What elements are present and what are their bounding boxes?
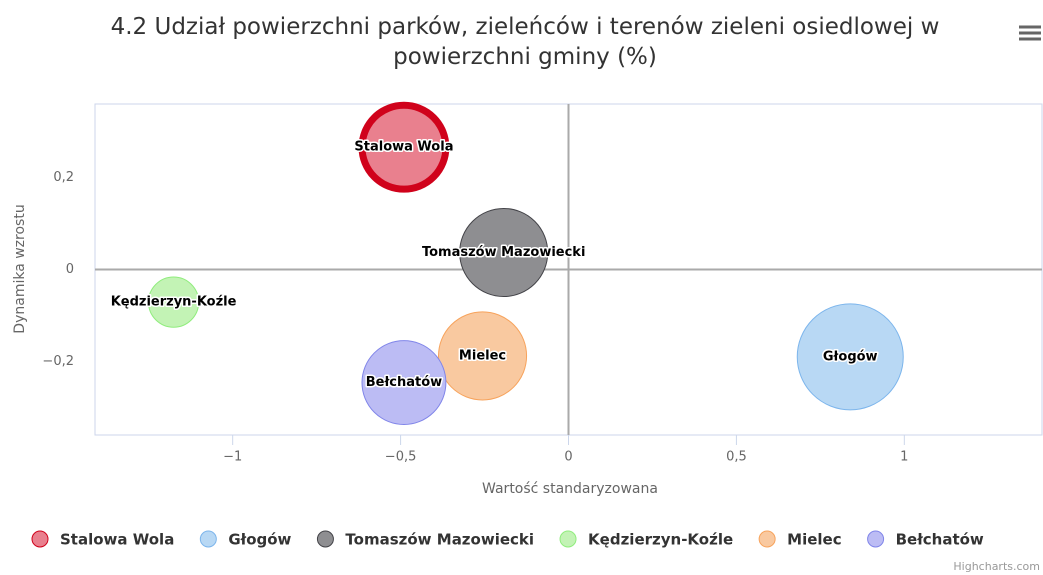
bubble [437, 311, 528, 401]
x-tick-label: 0 [564, 450, 572, 465]
legend-label: Kędzierzyn-Koźle [588, 531, 733, 549]
data-label: Bełchatów [366, 375, 442, 390]
legend-symbol [316, 530, 334, 548]
bubble [361, 340, 447, 426]
x-tick-label: −0,5 [385, 450, 417, 465]
menu-icon[interactable] [1019, 25, 1041, 41]
bubble [147, 276, 200, 328]
bubble [796, 303, 904, 411]
legend-label: Mielec [787, 531, 841, 549]
y-tick-label: −0,2 [42, 354, 74, 369]
data-label: Kędzierzyn-Koźle [111, 295, 237, 310]
data-label: Stalowa Wola [354, 140, 453, 155]
bubble [459, 207, 549, 298]
credits: Highcharts.com [953, 560, 1040, 573]
legend-symbol [559, 530, 577, 548]
legend-label: Głogów [228, 531, 291, 549]
legend-item[interactable]: Tomaszów Mazowiecki [316, 530, 534, 549]
data-label: Głogów [823, 349, 878, 364]
y-axis-title: Dynamika wzrostu [12, 204, 28, 333]
legend-symbol [867, 530, 885, 548]
chart-title: 4.2 Udział powierzchni parków, zieleńców… [110, 14, 940, 70]
bubble [358, 101, 450, 193]
legend-label: Bełchatów [896, 531, 984, 549]
x-tick-label: −1 [223, 450, 242, 465]
legend-item[interactable]: Głogów [199, 530, 292, 549]
legend-item[interactable]: Stalowa Wola [31, 530, 174, 549]
y-tick-label: 0 [66, 262, 74, 277]
data-label: Tomaszów Mazowiecki [422, 245, 585, 260]
legend-symbol [31, 530, 49, 548]
x-tick-label: 1 [900, 450, 908, 465]
legend-item[interactable]: Mielec [758, 530, 842, 549]
data-label: Mielec [459, 348, 506, 363]
legend-label: Stalowa Wola [60, 531, 174, 549]
legend-item[interactable]: Kędzierzyn-Koźle [559, 530, 733, 549]
legend-item[interactable]: Bełchatów [867, 530, 984, 549]
x-tick-label: 0,5 [726, 450, 747, 465]
legend-symbol [199, 530, 217, 548]
x-axis-title: Wartość standaryzowana [482, 481, 658, 497]
legend-label: Tomaszów Mazowiecki [345, 531, 534, 549]
y-tick-label: 0,2 [53, 170, 74, 185]
legend-symbol [758, 530, 776, 548]
